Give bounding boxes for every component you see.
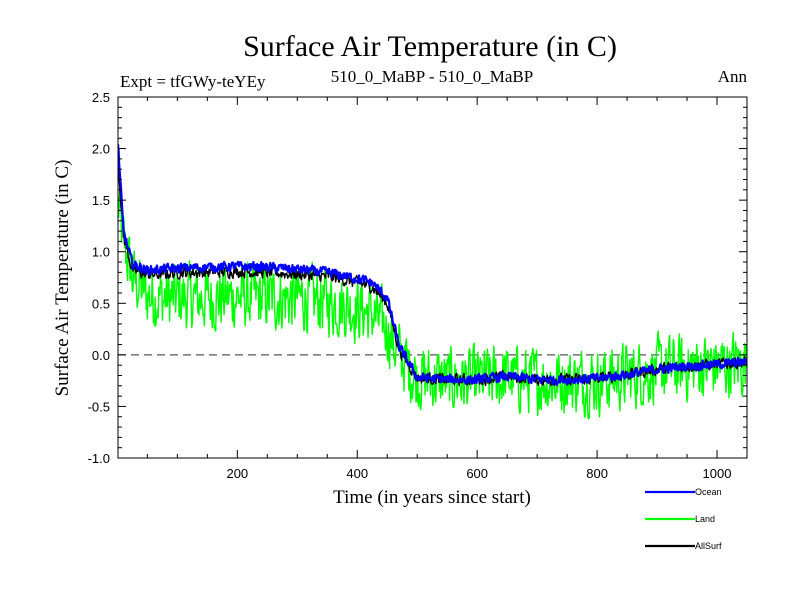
legend-label-allsurf: AllSurf <box>695 541 722 551</box>
run-comparison-label: 510_0_MaBP - 510_0_MaBP <box>331 67 533 86</box>
legend-label-ocean: Ocean <box>695 487 722 497</box>
plot-frame <box>117 96 748 459</box>
series-line-ocean <box>118 144 747 387</box>
y-tick-label: 2.0 <box>92 142 110 157</box>
y-tick-label: 1.5 <box>92 193 110 208</box>
legend: Ocean Land AllSurf <box>645 487 722 551</box>
legend-label-land: Land <box>695 514 715 524</box>
y-tick-label: 0.5 <box>92 296 110 311</box>
experiment-label: Expt = tfGWy-teYEy <box>120 72 266 91</box>
x-axis-label: Time (in years since start) <box>333 487 531 508</box>
x-tick-label: 400 <box>346 466 368 481</box>
season-label: Ann <box>718 67 748 86</box>
y-tick-label: 0.0 <box>92 348 110 363</box>
y-tick-label: -0.5 <box>88 399 110 414</box>
series-line-allsurf <box>118 163 747 387</box>
x-tick-label: 200 <box>226 466 248 481</box>
y-axis-label: Surface Air Temperature (in C) <box>52 160 73 397</box>
y-tick-label: -1.0 <box>88 451 110 466</box>
axis-ticks: 200 400 600 800 1000 -1.0 -0.5 0.0 0.5 1.0 1.5 2.0 2… <box>88 90 748 481</box>
x-tick-label: 1000 <box>703 466 732 481</box>
chart-title: Surface Air Temperature (in C) <box>243 30 617 63</box>
x-tick-label: 600 <box>466 466 488 481</box>
x-tick-label: 800 <box>586 466 608 481</box>
y-tick-label: 2.5 <box>92 90 110 105</box>
y-tick-label: 1.0 <box>92 245 110 260</box>
plot-area <box>118 144 747 420</box>
